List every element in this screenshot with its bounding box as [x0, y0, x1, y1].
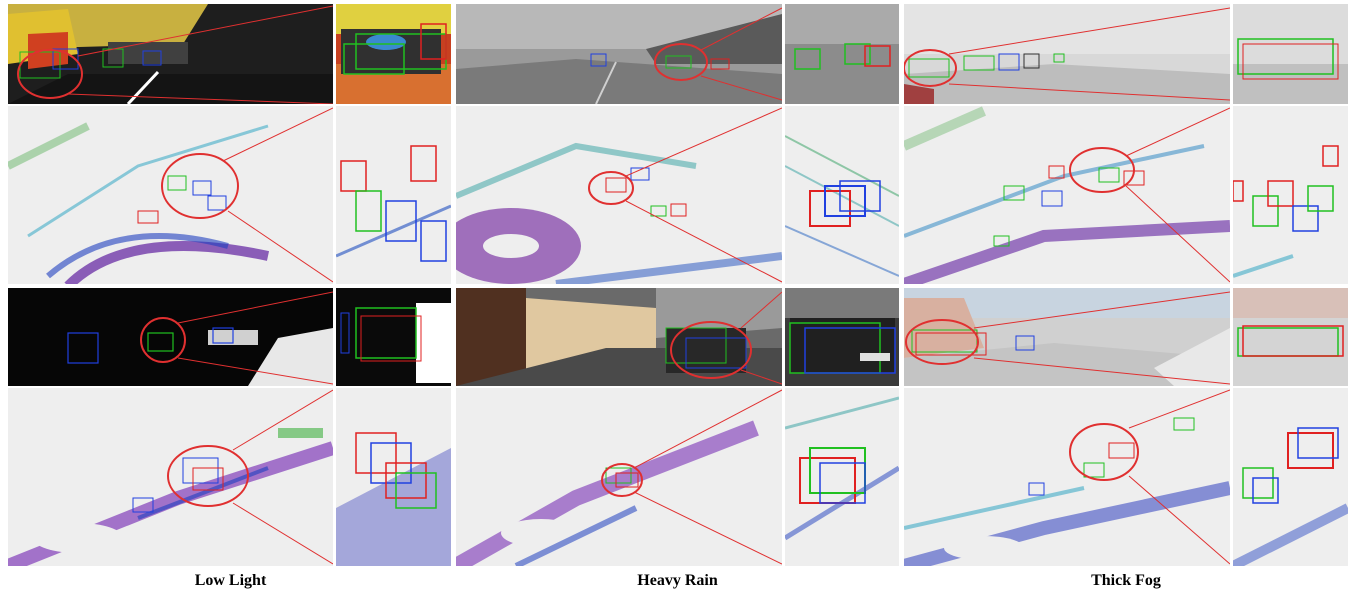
heavy-rain-camera-1-zoom — [785, 4, 899, 104]
heavy-rain-camera-1 — [456, 4, 782, 104]
low-light-lidar-2-zoom — [336, 388, 451, 566]
caption-low-light: Low Light — [194, 572, 267, 589]
thick-fog-camera-2 — [904, 288, 1230, 386]
low-light-lidar-1 — [8, 106, 333, 284]
heavy-rain-lidar-1 — [456, 106, 782, 284]
low-light-camera-2-zoom — [336, 288, 451, 386]
caption-thick-fog: Thick Fog — [1091, 572, 1161, 589]
low-light-camera-2 — [8, 288, 333, 386]
thick-fog-lidar-1 — [904, 106, 1230, 284]
thick-fog-camera-2-zoom — [1233, 288, 1348, 386]
thick-fog-camera-1 — [904, 4, 1230, 104]
heavy-rain-lidar-1-zoom — [785, 106, 899, 284]
low-light-camera-1 — [8, 4, 333, 104]
low-light-lidar-2 — [8, 388, 333, 566]
low-light-lidar-1-zoom — [336, 106, 451, 284]
heavy-rain-lidar-2-zoom — [785, 388, 899, 566]
heavy-rain-lidar-2 — [456, 388, 782, 566]
thick-fog-camera-1-zoom — [1233, 4, 1348, 104]
caption-heavy-rain: Heavy Rain — [637, 572, 718, 589]
heavy-rain-camera-2-zoom — [785, 288, 899, 386]
heavy-rain-camera-2 — [456, 288, 782, 386]
thick-fog-lidar-1-zoom — [1233, 106, 1348, 284]
low-light-camera-1-zoom — [336, 4, 451, 104]
thick-fog-lidar-2-zoom — [1233, 388, 1348, 566]
thick-fog-lidar-2 — [904, 388, 1230, 566]
